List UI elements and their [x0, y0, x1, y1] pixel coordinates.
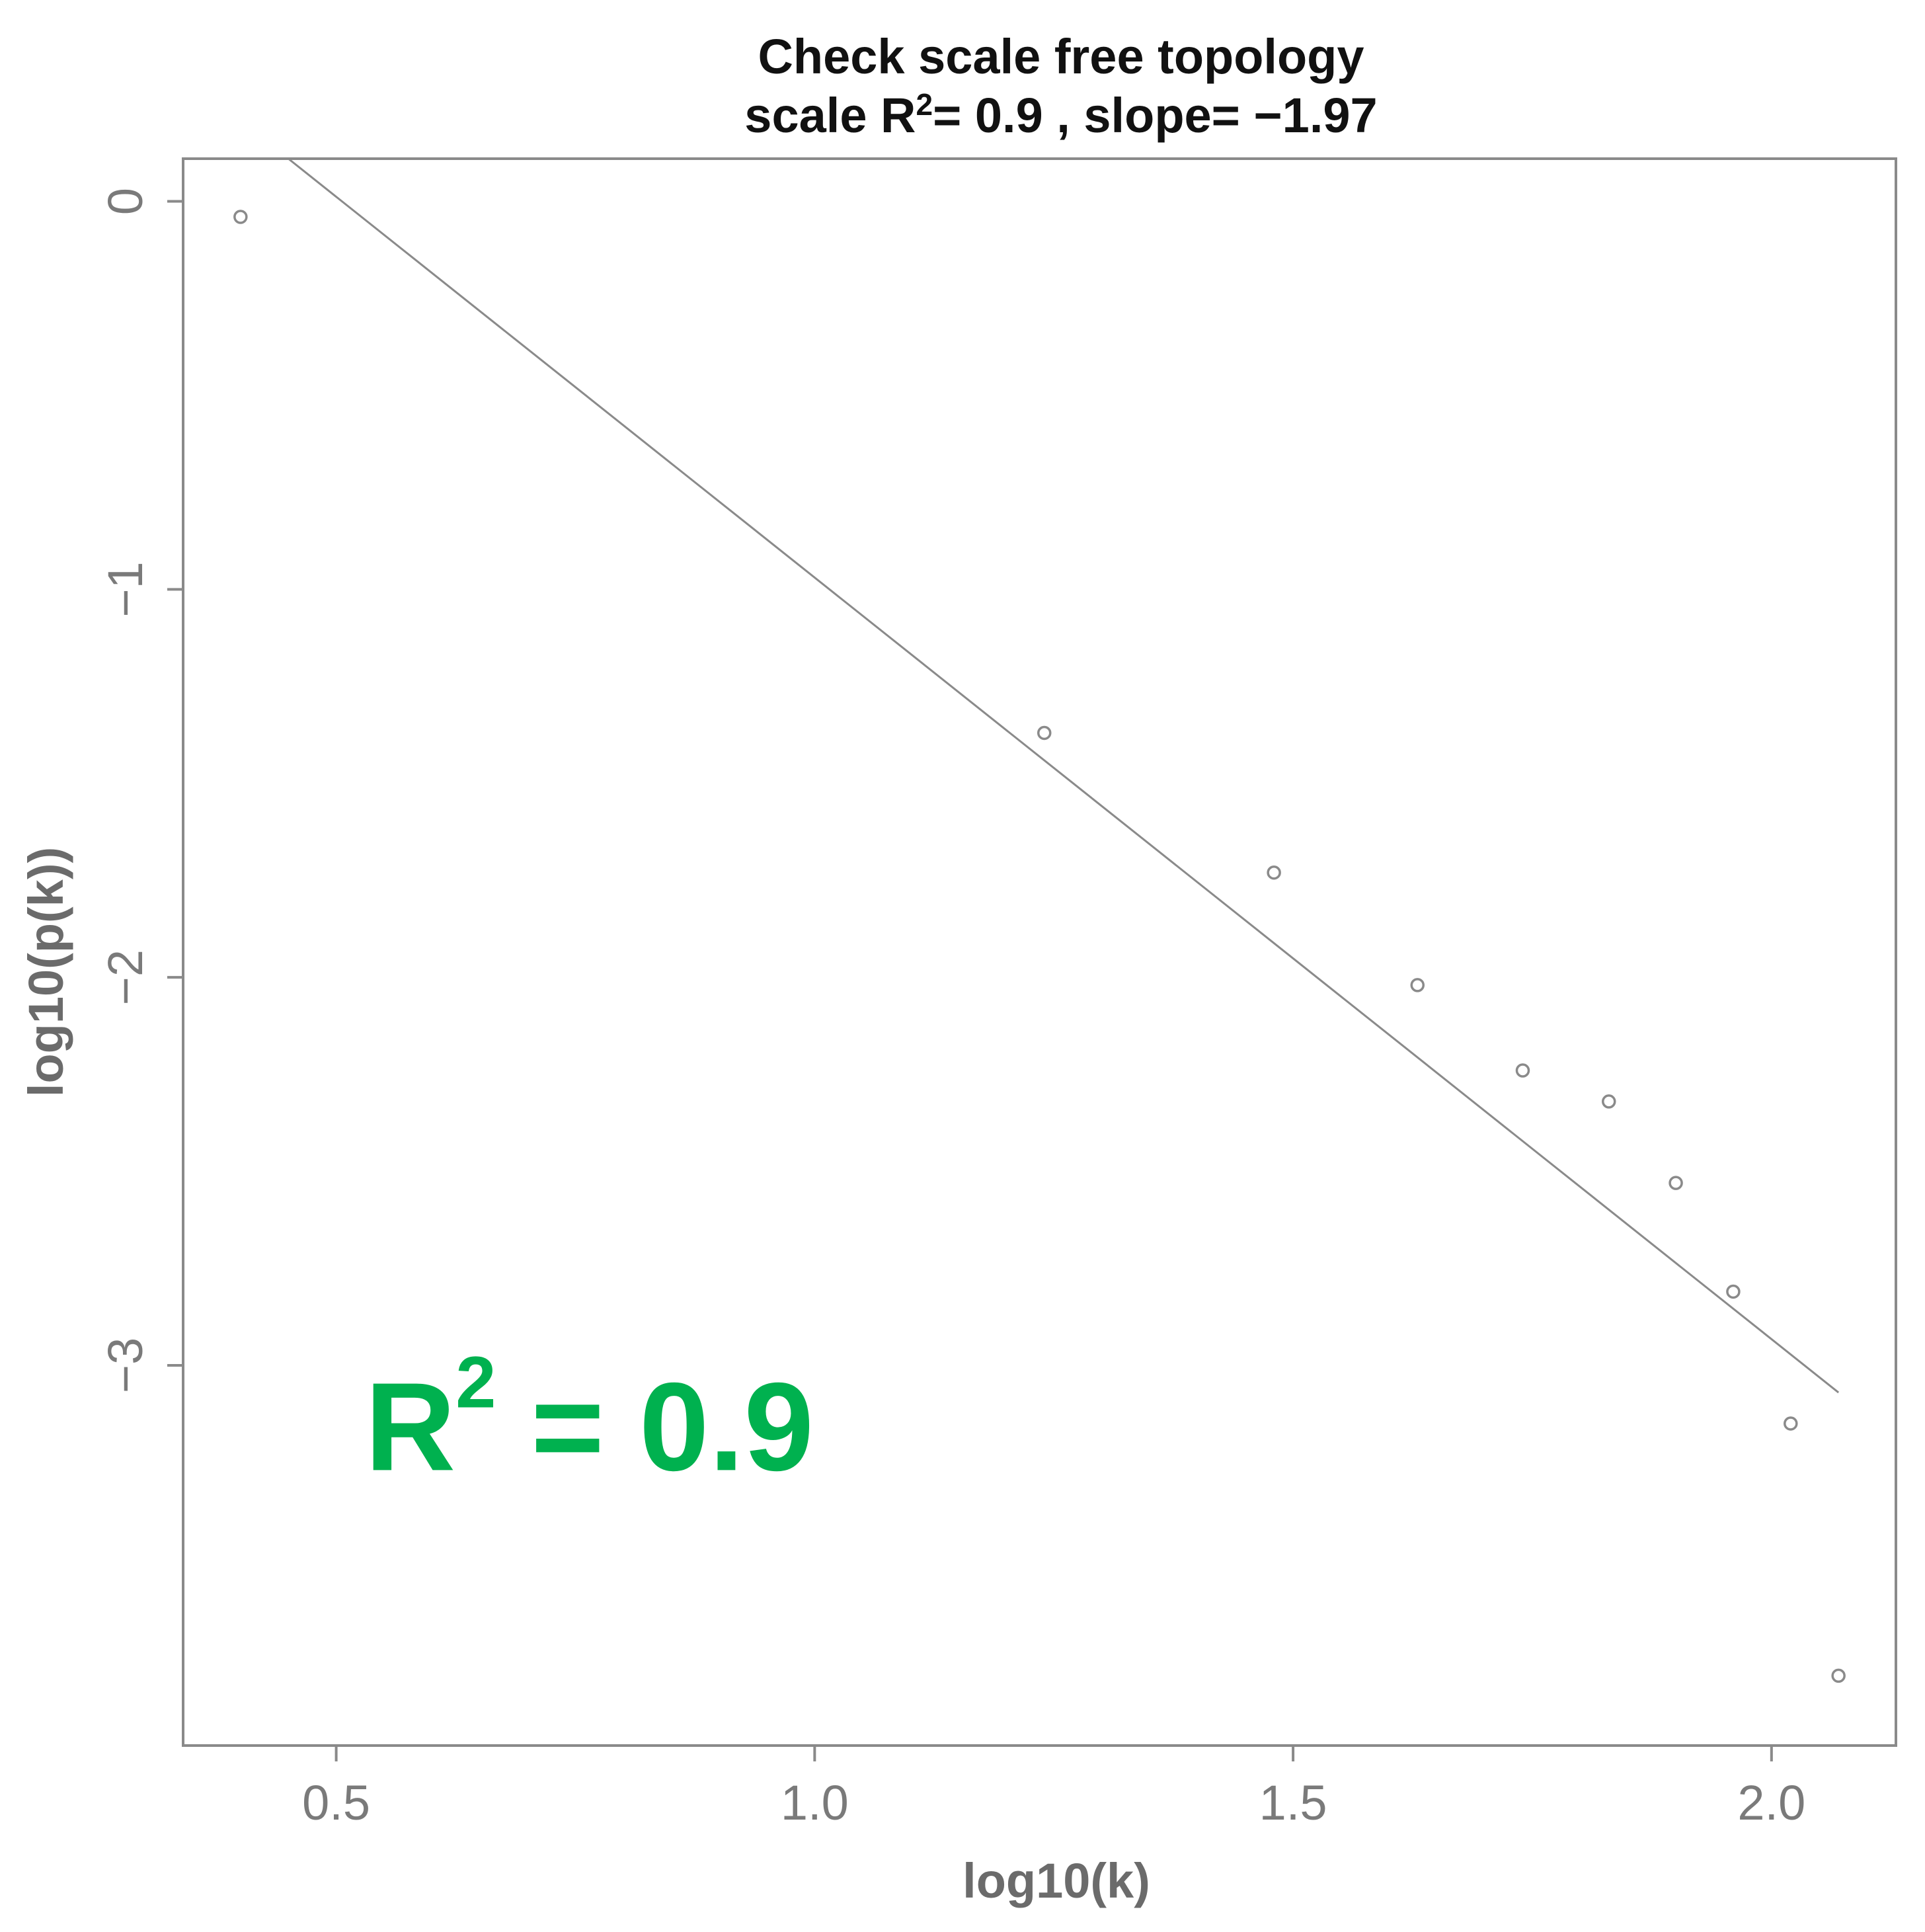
- data-point: [1515, 1063, 1530, 1078]
- data-point: [1669, 1176, 1683, 1190]
- y-tick-label: −2: [98, 949, 153, 1005]
- data-point: [1037, 725, 1052, 741]
- data-point: [1831, 1668, 1846, 1683]
- x-tick-label: 1.5: [1259, 1775, 1327, 1830]
- r-squared-annotation: R2 = 0.9: [365, 1342, 814, 1497]
- data-point: [1602, 1094, 1616, 1109]
- data-point: [1410, 978, 1425, 992]
- y-tick-label: 0: [98, 188, 153, 215]
- plot-marks: [233, 157, 1846, 1683]
- x-tick-label: 0.5: [302, 1775, 370, 1830]
- y-tick-label: −3: [98, 1338, 153, 1393]
- y-axis: 0 −1 −2 −3: [98, 188, 183, 1393]
- x-tick-label: 2.0: [1737, 1775, 1805, 1830]
- x-axis-title: log10(k): [962, 1853, 1150, 1908]
- y-tick-label: −1: [98, 561, 153, 617]
- chart-subtitle: scale R2= 0.9 , slope= −1.97: [744, 87, 1377, 143]
- x-tick-label: 1.0: [781, 1775, 849, 1830]
- y-axis-title: log10(p(k)): [19, 847, 73, 1097]
- x-axis: 0.5 1.0 1.5 2.0: [302, 1746, 1805, 1830]
- data-point: [1267, 865, 1281, 880]
- plot-frame: [182, 157, 1897, 1747]
- data-point: [1726, 1284, 1741, 1299]
- data-point: [233, 210, 248, 224]
- data-point: [1784, 1416, 1798, 1431]
- fit-line: [288, 157, 1840, 1394]
- chart-title: Check scale free topology: [758, 29, 1364, 84]
